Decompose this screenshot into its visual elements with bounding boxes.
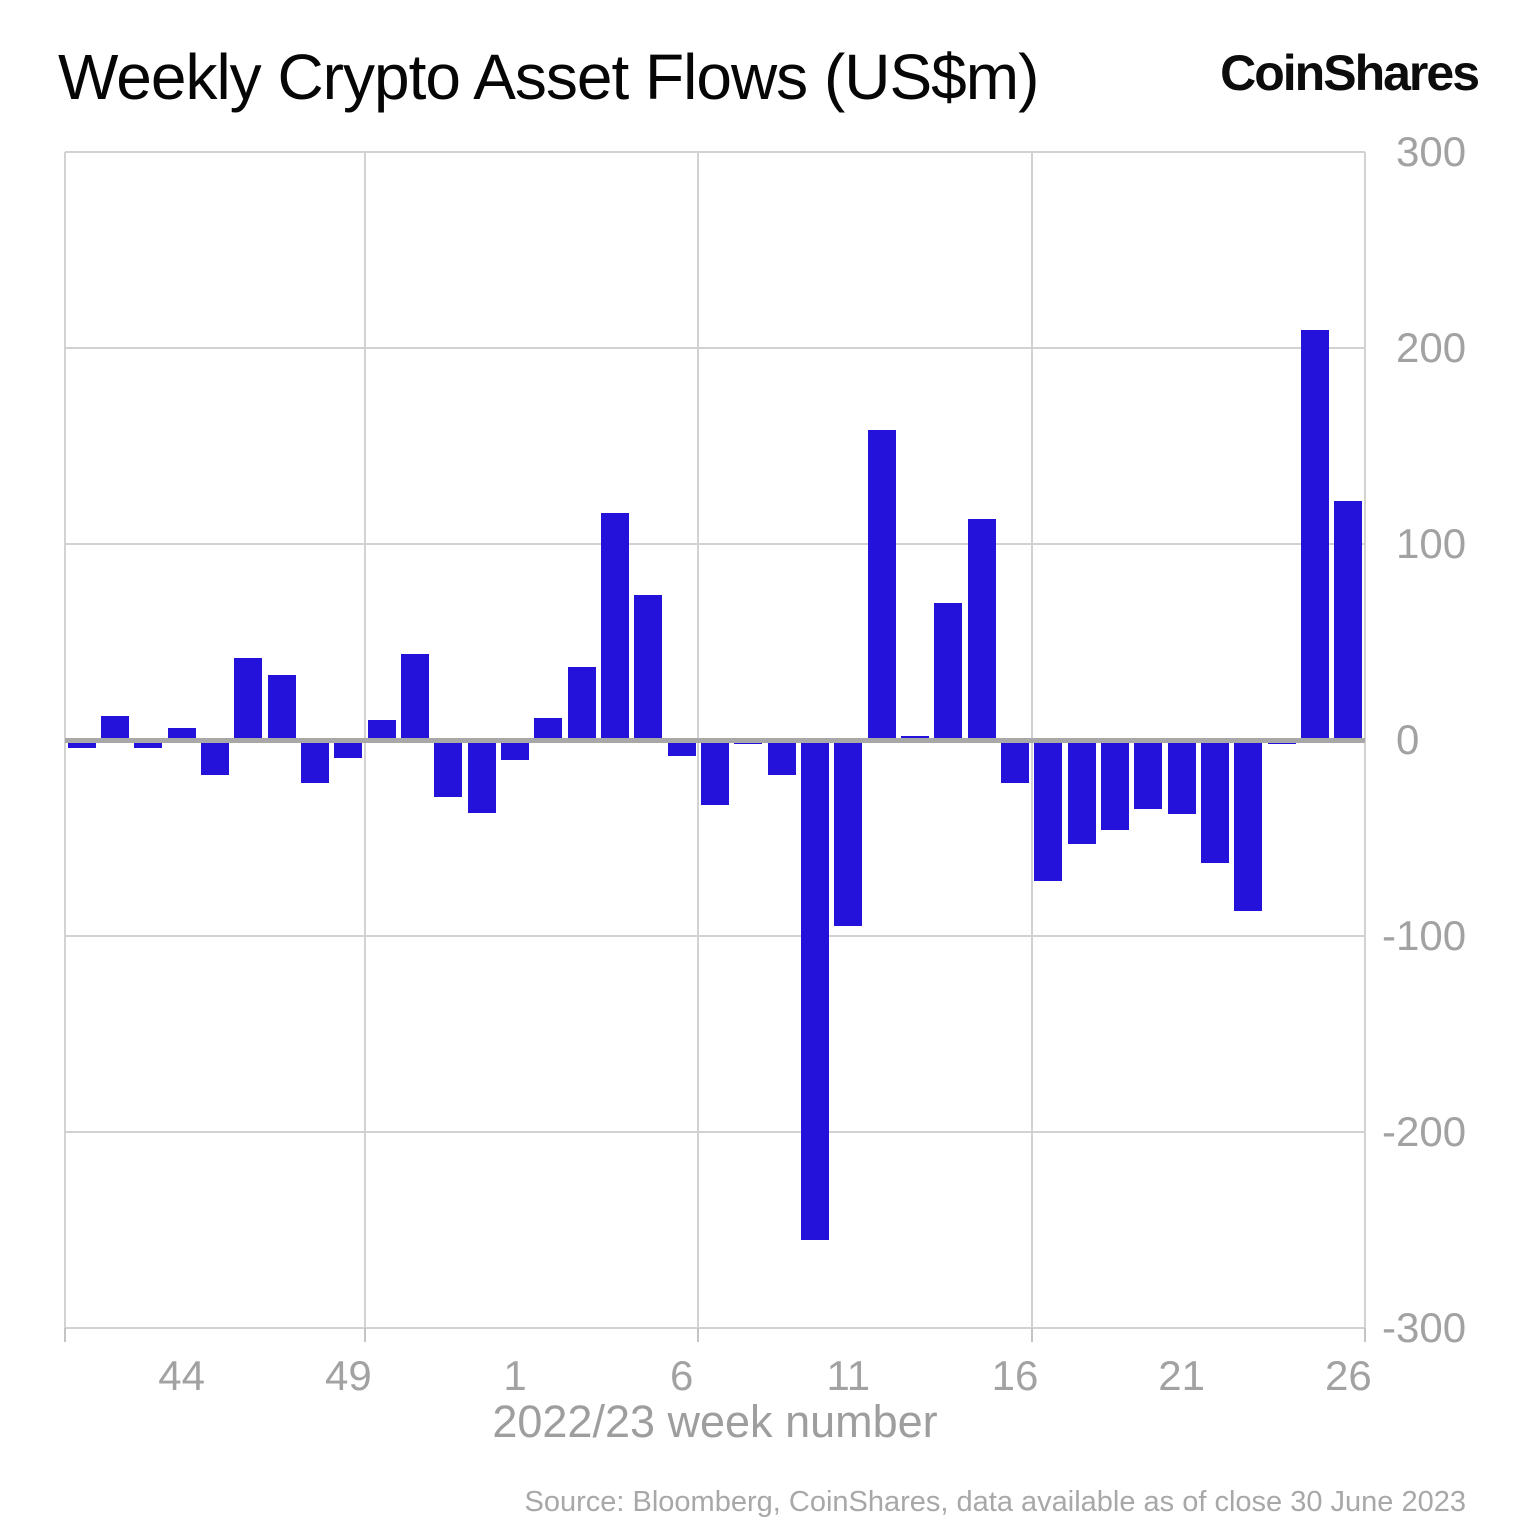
bar-week-47	[267, 675, 296, 740]
x-tick-label-49: 49	[324, 1352, 372, 1399]
x-tick-label-26: 26	[1324, 1352, 1372, 1399]
bar-week-41	[67, 740, 96, 748]
bar-week-14	[934, 603, 963, 740]
bar-week-17	[1034, 740, 1063, 881]
bar-week-26	[1334, 501, 1363, 740]
bar-week-52	[434, 740, 463, 797]
gridline-y--100	[65, 935, 1365, 937]
bar-week-25	[1301, 330, 1329, 740]
x-tick-mark	[64, 1328, 66, 1342]
bar-week-43	[134, 740, 163, 748]
gridline-y-200	[65, 347, 1365, 349]
y-tick-label--100: -100	[1382, 912, 1467, 959]
y-tick-label--300: -300	[1382, 1304, 1467, 1351]
bar-week-18	[1067, 740, 1096, 844]
x-tick-label-11: 11	[826, 1352, 871, 1399]
y-tick-label-200: 200	[1396, 324, 1467, 371]
coinshares-logo: CoinShares	[1220, 45, 1480, 101]
gridline-x	[1364, 152, 1366, 1328]
gridline-y-300	[65, 151, 1365, 153]
y-tick-label-100: 100	[1396, 520, 1467, 567]
bar-week-3	[567, 667, 596, 740]
x-tick-label-1: 1	[503, 1352, 527, 1399]
x-tick-label-21: 21	[1158, 1352, 1206, 1399]
chart-title: Weekly Crypto Asset Flows (US$m)	[58, 41, 1039, 113]
x-tick-mark	[697, 1328, 700, 1342]
bar-week-22	[1201, 740, 1229, 863]
bar-week-45	[201, 740, 229, 775]
bar-week-20	[1134, 740, 1163, 809]
bar-week-15	[967, 519, 996, 740]
bar-week-4	[601, 513, 629, 740]
bar-week-48	[301, 740, 329, 783]
x-tick-label-16: 16	[991, 1352, 1039, 1399]
bar-week-1	[501, 740, 529, 760]
bar-week-12	[867, 430, 896, 740]
x-tick-label-44: 44	[158, 1352, 206, 1399]
bar-week-6	[667, 740, 696, 756]
y-tick-label--200: -200	[1382, 1108, 1467, 1155]
x-tick-mark	[1030, 1328, 1033, 1342]
plot-area	[64, 151, 1366, 1329]
bar-week-16	[1001, 740, 1029, 783]
bar-week-44	[167, 728, 196, 740]
bar-week-5	[634, 595, 663, 740]
bar-week-49	[334, 740, 363, 758]
bar-week-9	[767, 740, 796, 775]
gridline-y--200	[65, 1131, 1365, 1133]
bar-week-23	[1234, 740, 1263, 911]
x-tick-label-6: 6	[669, 1352, 694, 1399]
bar-week-50	[367, 720, 396, 740]
gridline-y-100	[65, 543, 1365, 545]
bar-week-10	[801, 740, 829, 1240]
y-tick-label-300: 300	[1396, 128, 1467, 175]
source-note: Source: Bloomberg, CoinShares, data avai…	[524, 1486, 1466, 1518]
x-axis-title: 2022/23 week number	[492, 1396, 938, 1447]
bar-week-51	[401, 654, 429, 740]
gridline-y--300	[65, 1327, 1365, 1329]
bar-week-2	[534, 718, 563, 740]
bar-week-46	[234, 658, 263, 740]
zero-line	[65, 738, 1365, 743]
bar-week-53	[467, 740, 496, 813]
bar-week-21	[1167, 740, 1196, 814]
bar-week-19	[1101, 740, 1129, 830]
y-tick-label-0: 0	[1396, 716, 1420, 763]
bar-week-11	[834, 740, 863, 926]
bar-week-7	[701, 740, 729, 805]
x-tick-mark	[364, 1328, 367, 1342]
x-tick-mark	[1364, 1328, 1366, 1342]
bar-week-42	[101, 716, 129, 740]
